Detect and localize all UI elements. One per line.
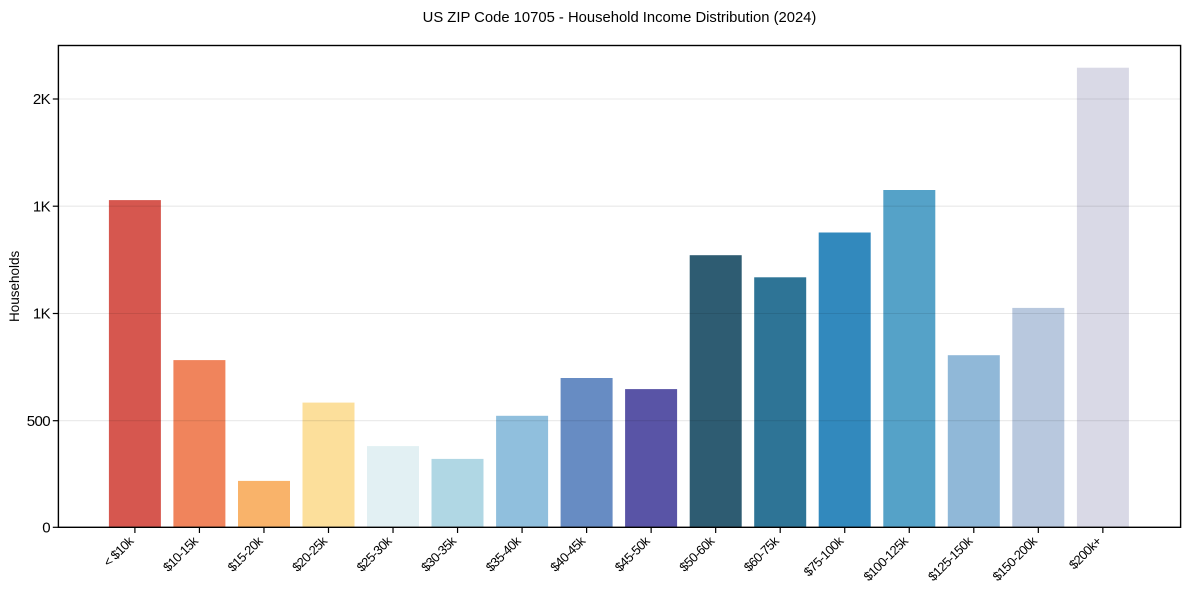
svg-text:500: 500	[27, 413, 50, 430]
svg-text:1K: 1K	[33, 198, 51, 215]
svg-text:1K: 1K	[33, 306, 51, 323]
svg-text:2K: 2K	[33, 91, 51, 108]
svg-text:0: 0	[42, 520, 50, 537]
svg-text:US ZIP Code 10705 - Household: US ZIP Code 10705 - Household Income Dis…	[423, 10, 817, 26]
svg-text:Households: Households	[7, 251, 22, 323]
